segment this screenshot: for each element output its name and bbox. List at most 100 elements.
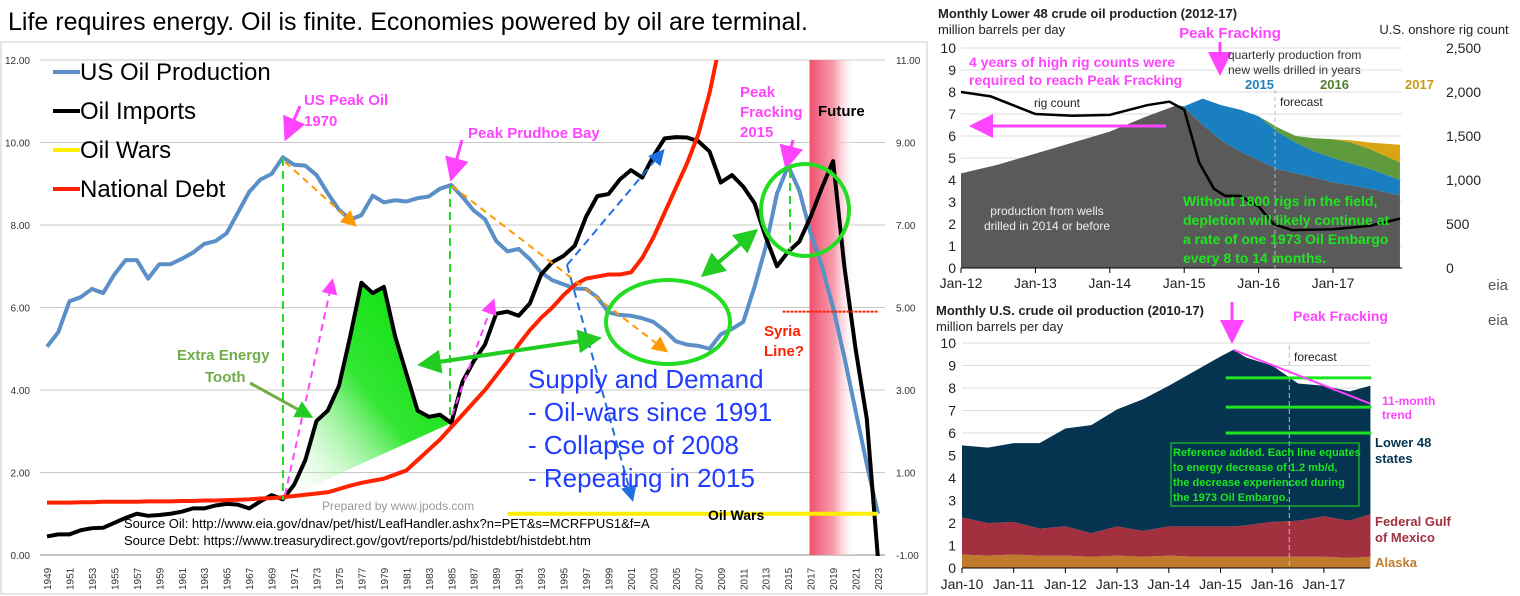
supply-demand-line-3: - Repeating in 2015 bbox=[528, 463, 755, 493]
label-tooth: Tooth bbox=[205, 369, 246, 386]
x-tick-label: 1981 bbox=[402, 567, 413, 590]
supply-demand-line-1: - Oil-wars since 1991 bbox=[528, 397, 772, 427]
x-tick-label: 2007 bbox=[694, 567, 705, 590]
x-tick-label: 1955 bbox=[110, 567, 121, 590]
main-right-axis: -1.00 1.00 3.00 5.00 7.00 9.00 11.00 bbox=[896, 56, 921, 562]
x-tick-label: 1989 bbox=[492, 567, 503, 590]
x-tick-label: 1993 bbox=[537, 567, 548, 590]
magenta-arrow-fracking bbox=[779, 139, 804, 170]
area-federal-gulf-of-mexico bbox=[962, 514, 1371, 558]
area-alaska bbox=[962, 554, 1371, 568]
x-tick-label: 1985 bbox=[447, 567, 458, 590]
label-syria: Syria bbox=[764, 323, 801, 340]
x-tick-label: 1961 bbox=[178, 567, 189, 590]
x-tick-label: 1979 bbox=[380, 567, 391, 590]
x-tick-label: 1971 bbox=[290, 567, 301, 590]
label-oil-wars: Oil Wars bbox=[708, 507, 764, 523]
trend-label-1: 11-month bbox=[1382, 394, 1435, 408]
x-tick-label: 1967 bbox=[245, 567, 256, 590]
rig-count-label: rig count bbox=[1034, 96, 1081, 110]
orange-decline-arrow-2 bbox=[451, 185, 669, 353]
supply-demand-line-2: - Collapse of 2008 bbox=[528, 430, 739, 460]
eia-logo-bottom: eia bbox=[1488, 312, 1509, 329]
prepared-by: Prepared by www.jpods.com bbox=[322, 499, 474, 513]
reference-1: Reference added. Each line equates bbox=[1173, 447, 1361, 459]
y-tick-label: 3 bbox=[948, 493, 956, 509]
bottom-forecast-label: forecast bbox=[1294, 350, 1337, 364]
label-syria-line: Line? bbox=[764, 343, 804, 360]
depletion-4: every 8 to 14 months. bbox=[1183, 250, 1326, 266]
depletion-3: a rate of one 1973 Oil Embargo bbox=[1183, 231, 1388, 247]
x-tick-label: 1999 bbox=[605, 567, 616, 590]
y-tick-label: 5 bbox=[948, 448, 956, 464]
top-year-2017: 2017 bbox=[1405, 77, 1434, 92]
main-left-axis: 0.00 2.00 4.00 6.00 8.00 10.00 12.00 bbox=[5, 56, 30, 562]
x-tick-label: 1965 bbox=[223, 567, 234, 590]
x-tick-label: Jan-16 bbox=[1237, 275, 1280, 291]
reference-2: to energy decrease of 1.2 mb/d, bbox=[1173, 462, 1337, 474]
top-year-2015: 2015 bbox=[1245, 77, 1274, 92]
y-tick-label: 1 bbox=[948, 538, 956, 554]
legend-debt: National Debt bbox=[80, 176, 226, 203]
trend-label-2: trend bbox=[1382, 408, 1412, 422]
right-tick-label: 1.00 bbox=[896, 469, 916, 480]
left-tick-label: 6.00 bbox=[11, 304, 31, 315]
y-tick-label: 0 bbox=[948, 260, 956, 276]
main-legend: US Oil Production Oil Imports Oil Wars N… bbox=[53, 59, 271, 203]
right-tick-label: -1.00 bbox=[896, 551, 919, 562]
x-tick-label: Jan-17 bbox=[1302, 576, 1345, 592]
main-series bbox=[45, 60, 880, 556]
x-tick-label: 2021 bbox=[852, 567, 863, 590]
base-label-2: drilled in 2014 or before bbox=[984, 219, 1110, 233]
y-tick-label: 10 bbox=[940, 335, 956, 351]
y-tick-label: 4 bbox=[948, 470, 956, 486]
rig-note-1: 4 years of high rig counts were bbox=[969, 54, 1175, 70]
x-tick-label: Jan-16 bbox=[1251, 576, 1294, 592]
right-tick-label: 11.00 bbox=[896, 56, 921, 67]
y-tick-label: 8 bbox=[948, 380, 956, 396]
bottom-chart-title: Monthly U.S. crude oil production (2010-… bbox=[936, 303, 1204, 318]
top-chart-title: Monthly Lower 48 crude oil production (2… bbox=[938, 6, 1237, 21]
label-gulf-2: of Mexico bbox=[1375, 530, 1435, 545]
bottom-areas bbox=[962, 349, 1371, 568]
rig-note-2: required to reach Peak Fracking bbox=[969, 72, 1182, 88]
green-circle-2008 bbox=[604, 278, 732, 366]
x-tick-label: 1987 bbox=[470, 567, 481, 590]
top-peak-fracking: Peak Fracking bbox=[1179, 25, 1281, 42]
right-tick-label: 7.00 bbox=[896, 221, 916, 232]
x-tick-label: 1949 bbox=[43, 567, 54, 590]
reference-lines bbox=[1225, 376, 1372, 435]
y-tick-label: 9 bbox=[948, 62, 956, 78]
x-tick-label: 1951 bbox=[65, 567, 76, 590]
y-tick-label: 4 bbox=[948, 172, 956, 188]
label-peak-fracking-3: 2015 bbox=[740, 124, 773, 141]
x-tick-label: Jan-12 bbox=[1044, 576, 1087, 592]
y-tick-label: 5 bbox=[948, 150, 956, 166]
area-production-from-wells-drilled-in-2014-or-before bbox=[961, 105, 1400, 268]
y-tick-label: 6 bbox=[948, 425, 956, 441]
oil-imports-line bbox=[46, 135, 880, 556]
x-tick-label: 1963 bbox=[200, 567, 211, 590]
x-tick-label: Jan-10 bbox=[941, 576, 984, 592]
legend-wars: Oil Wars bbox=[80, 137, 171, 164]
x-tick-label: 2019 bbox=[829, 567, 840, 590]
y-tick-label: 0 bbox=[948, 560, 956, 576]
top-forecast-label: forecast bbox=[1280, 95, 1323, 109]
top-quarterly-2: new wells drilled in years bbox=[1228, 63, 1361, 77]
base-label-1: production from wells bbox=[990, 204, 1103, 218]
y-tick-label: 8 bbox=[948, 84, 956, 100]
depletion-1: Without 1800 rigs in the field, bbox=[1183, 193, 1377, 209]
label-gulf-1: Federal Gulf bbox=[1375, 514, 1452, 529]
label-lower48-1: Lower 48 bbox=[1375, 435, 1431, 450]
right-tick-label: 5.00 bbox=[896, 304, 916, 315]
x-tick-label: Jan-14 bbox=[1147, 576, 1190, 592]
x-tick-label: 1953 bbox=[88, 567, 99, 590]
x-tick-label: 2013 bbox=[762, 567, 773, 590]
supply-demand-title: Supply and Demand bbox=[528, 364, 764, 394]
label-lower48-2: states bbox=[1375, 451, 1413, 466]
area-2015 bbox=[961, 98, 1400, 196]
page-title: Life requires energy. Oil is finite. Eco… bbox=[8, 8, 808, 36]
extra-energy-arrow bbox=[249, 381, 314, 418]
left-tick-label: 4.00 bbox=[11, 386, 31, 397]
